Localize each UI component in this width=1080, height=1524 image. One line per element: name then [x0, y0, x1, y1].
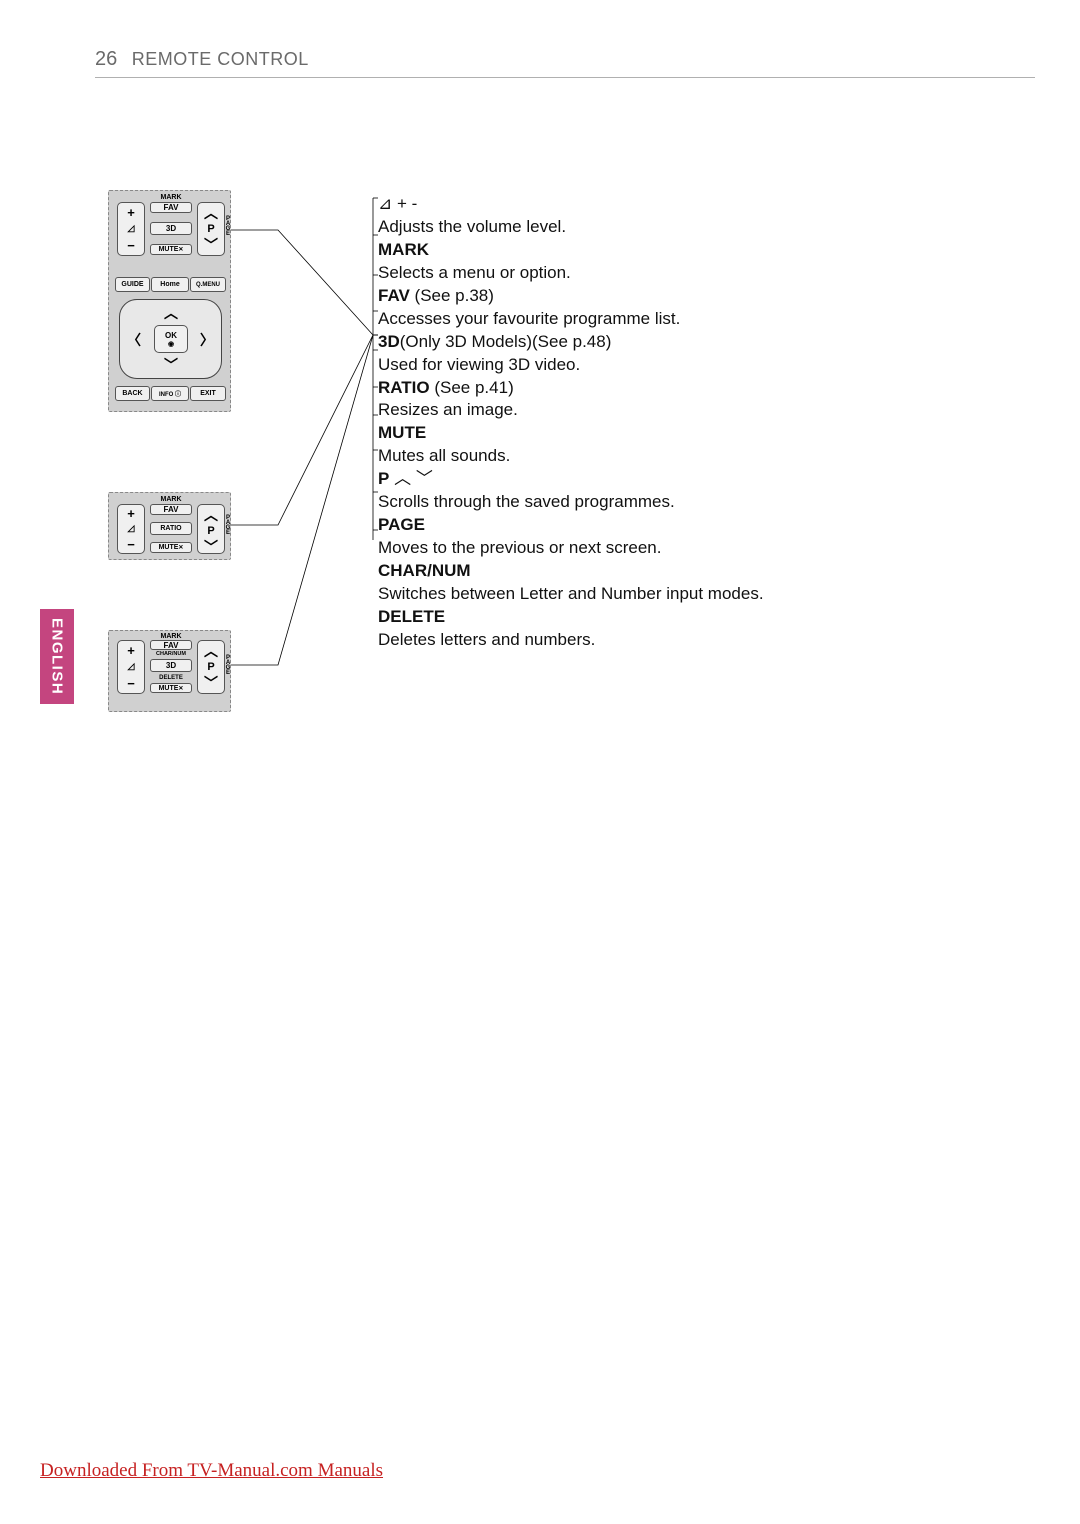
nav-left-icon: 〈: [127, 330, 141, 350]
exit-button: EXIT: [190, 386, 226, 401]
plus-icon: +: [127, 205, 135, 220]
page-rocker-2: ︿ P ﹀: [197, 504, 225, 554]
guide-button: GUIDE: [115, 277, 150, 292]
charnum-label: CHAR/NUM: [145, 651, 197, 657]
nav-right-icon: 〉: [200, 330, 214, 350]
desc-line: Used for viewing 3D video.: [378, 354, 998, 377]
desc-line: Accesses your favourite programme list.: [378, 308, 998, 331]
fav-button-3: FAV: [150, 640, 192, 650]
mute-button-3: MUTE✕: [150, 683, 192, 693]
desc-line: Moves to the previous or next screen.: [378, 537, 998, 560]
desc-line: ⊿ + -: [378, 193, 998, 216]
remote-diagrams: MARK FAV 3D MUTE✕ + ◿ − ︿ P ﹀ PAGE GUIDE…: [108, 190, 231, 772]
page-number: 26: [95, 48, 117, 70]
page-header: 26 REMOTE CONTROL: [95, 48, 1035, 78]
volume-rocker: + ◿ −: [117, 202, 145, 256]
target-icon: ◉: [168, 340, 174, 348]
desc-line: DELETE: [378, 606, 998, 629]
fav-button: FAV: [150, 202, 192, 213]
desc-line: Switches between Letter and Number input…: [378, 583, 998, 606]
volume-rocker-3: + ◿ −: [117, 640, 145, 694]
volume-triangle-icon: ⊿: [378, 193, 392, 216]
remote-diagram-2: MARK FAV RATIO MUTE✕ + ◿ − ︿ P ﹀ PAGE: [108, 492, 231, 560]
p-label: P: [207, 223, 214, 235]
home-button: Home: [151, 277, 189, 292]
desc-line: MUTE: [378, 422, 998, 445]
ratio-button: RATIO: [150, 522, 192, 535]
page-vert-label-3: PAGE: [225, 655, 231, 675]
chevron-up-icon: ︿: [204, 203, 218, 223]
delete-label: DELETE: [153, 675, 189, 681]
desc-line: 3D(Only 3D Models)(See p.48): [378, 331, 998, 354]
desc-line: P ︿ ﹀: [378, 468, 998, 491]
nav-up-icon: ︿: [164, 303, 178, 323]
volume-rocker-2: + ◿ −: [117, 504, 145, 554]
desc-line: CHAR/NUM: [378, 560, 998, 583]
desc-line: MARK: [378, 239, 998, 262]
mark-label: MARK: [153, 194, 189, 201]
desc-text: + -: [397, 194, 417, 213]
page-vert-label: PAGE: [225, 216, 231, 236]
desc-line: PAGE: [378, 514, 998, 537]
3d-button-3: 3D: [150, 659, 192, 672]
language-tab: ENGLISH: [40, 609, 74, 704]
page-rocker-3: ︿ P ﹀: [197, 640, 225, 694]
3d-button: 3D: [150, 222, 192, 235]
minus-icon: −: [127, 238, 135, 253]
nav-down-icon: ﹀: [164, 355, 178, 375]
vol-tri-icon: ◿: [128, 223, 135, 234]
footer-download-link[interactable]: Downloaded From TV-Manual.com Manuals: [40, 1460, 383, 1482]
language-tab-text: ENGLISH: [49, 618, 66, 695]
fav-button-2: FAV: [150, 504, 192, 515]
mute-button-2: MUTE✕: [150, 542, 192, 553]
desc-line: Resizes an image.: [378, 399, 998, 422]
desc-line: RATIO (See p.41): [378, 377, 998, 400]
nav-pad: ︿ 〈 〉 ﹀ OK ◉: [119, 299, 222, 379]
info-button: INFO ⓘ: [151, 386, 189, 401]
page-title: REMOTE CONTROL: [132, 49, 309, 69]
mark-label-3: MARK: [153, 633, 189, 640]
desc-line: FAV (See p.38): [378, 285, 998, 308]
desc-line: Mutes all sounds.: [378, 445, 998, 468]
page-vert-label-2: PAGE: [225, 515, 231, 535]
page-rocker: ︿ P ﹀: [197, 202, 225, 256]
desc-line: Deletes letters and numbers.: [378, 629, 998, 652]
chevron-down-icon: ﹀: [204, 235, 218, 255]
remote-diagram-3: MARK FAV CHAR/NUM 3D DELETE MUTE✕ + ◿ − …: [108, 630, 231, 712]
ok-button: OK ◉: [154, 325, 188, 353]
desc-line: Selects a menu or option.: [378, 262, 998, 285]
qmenu-button: Q.MENU: [190, 277, 226, 292]
descriptions: ⊿ + - Adjusts the volume level. MARK Sel…: [378, 193, 998, 652]
mute-button: MUTE✕: [150, 244, 192, 255]
desc-line: Adjusts the volume level.: [378, 216, 998, 239]
chevron-up-icon: ︿: [394, 469, 411, 488]
chevron-down-icon: ﹀: [416, 469, 433, 488]
mark-label-2: MARK: [153, 496, 189, 503]
remote-diagram-1: MARK FAV 3D MUTE✕ + ◿ − ︿ P ﹀ PAGE GUIDE…: [108, 190, 231, 412]
desc-line: Scrolls through the saved programmes.: [378, 491, 998, 514]
back-button: BACK: [115, 386, 150, 401]
